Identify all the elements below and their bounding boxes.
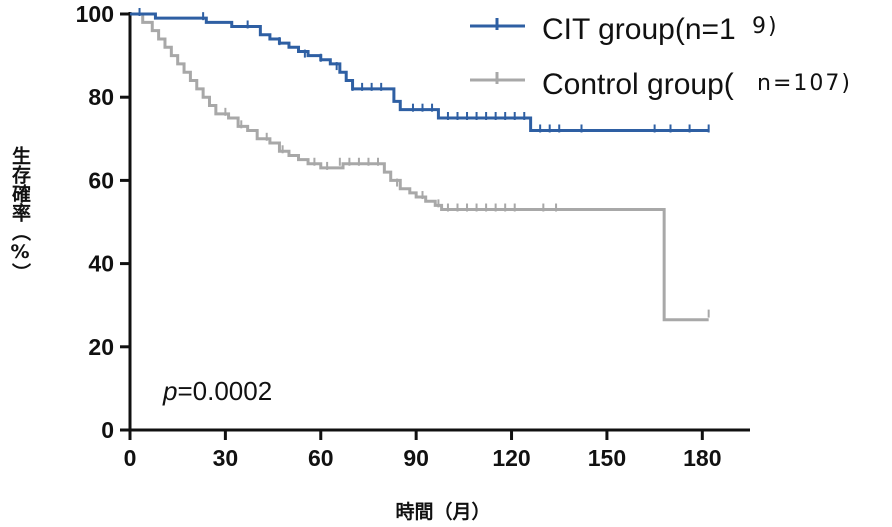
series-control: [130, 12, 710, 322]
series-layer: [130, 8, 710, 322]
p-value-annotation: p=0.0002: [162, 376, 272, 406]
y-ticks: 0 20 40 60 80 100: [76, 1, 130, 443]
y-tick-label: 80: [88, 84, 114, 110]
y-tick-label: 60: [88, 167, 114, 193]
survival-curve-cit: [130, 12, 709, 132]
legend-item-cit: CIT group(n=1 9): [470, 13, 779, 46]
y-tick-label: 0: [101, 417, 114, 443]
y-tick-label: 20: [88, 334, 114, 360]
legend-label-control: Control group(: [542, 68, 734, 101]
legend-label-cit-suffix: 9): [752, 14, 779, 39]
p-value-number: =0.0002: [177, 376, 272, 406]
legend-label-cit: CIT group(n=1: [542, 13, 736, 46]
y-tick-label: 40: [88, 251, 114, 277]
y-tick-label: 100: [76, 1, 114, 27]
x-tick-label: 120: [492, 445, 530, 471]
series-cit: [130, 8, 710, 133]
axes: [128, 12, 750, 432]
legend-item-control: Control group( n=107): [470, 68, 852, 101]
x-ticks: 0 30 60 90 120 150 180: [124, 430, 721, 471]
x-tick-label: 0: [124, 445, 137, 471]
p-value-symbol: p: [162, 376, 177, 406]
survival-curve-control: [130, 12, 709, 322]
legend-label-control-suffix: n=107): [757, 71, 852, 96]
legend: CIT group(n=1 9) Control group( n=107): [470, 13, 852, 101]
x-tick-label: 60: [308, 445, 334, 471]
y-axis-title: 生存確率（%）: [9, 146, 31, 282]
x-tick-label: 150: [588, 445, 626, 471]
x-tick-label: 180: [683, 445, 721, 471]
x-axis-title: 時間（月）: [395, 500, 490, 523]
x-tick-label: 90: [403, 445, 429, 471]
x-tick-label: 30: [213, 445, 239, 471]
